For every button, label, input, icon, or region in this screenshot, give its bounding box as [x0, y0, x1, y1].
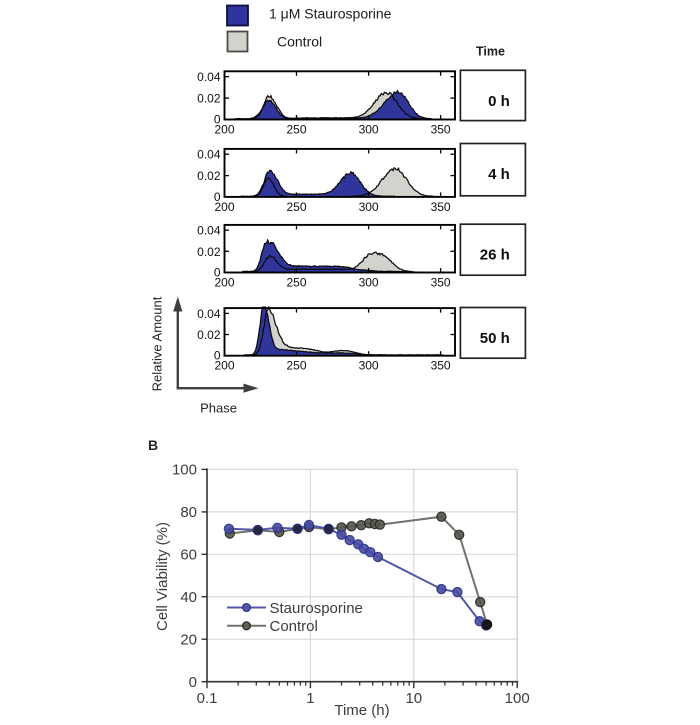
svg-text:0 h: 0 h [488, 93, 510, 110]
svg-text:350: 350 [431, 200, 451, 214]
svg-text:250: 250 [286, 200, 306, 214]
svg-text:0.04: 0.04 [197, 70, 221, 84]
svg-text:Time: Time [476, 45, 505, 59]
svg-text:60: 60 [180, 547, 197, 564]
svg-text:0: 0 [189, 674, 197, 691]
svg-text:0.1: 0.1 [197, 690, 218, 707]
svg-text:Time (h): Time (h) [334, 702, 389, 719]
svg-text:Phase: Phase [200, 401, 237, 416]
svg-text:4 h: 4 h [488, 166, 510, 183]
svg-text:300: 300 [359, 123, 379, 137]
svg-text:0: 0 [214, 113, 221, 127]
svg-text:300: 300 [359, 276, 379, 290]
svg-text:200: 200 [214, 200, 234, 214]
svg-text:250: 250 [286, 123, 306, 137]
svg-text:0.02: 0.02 [197, 328, 221, 342]
svg-text:250: 250 [286, 359, 306, 373]
svg-text:40: 40 [180, 589, 197, 606]
svg-text:0: 0 [214, 190, 221, 204]
svg-text:0.02: 0.02 [197, 169, 221, 183]
svg-text:10: 10 [405, 690, 422, 707]
svg-text:0.04: 0.04 [197, 224, 221, 238]
svg-text:200: 200 [214, 123, 234, 137]
svg-text:0.04: 0.04 [197, 148, 221, 162]
svg-text:Control: Control [277, 34, 322, 50]
svg-text:0: 0 [214, 266, 221, 280]
svg-text:0: 0 [214, 349, 221, 363]
svg-text:Control: Control [270, 618, 318, 635]
svg-text:200: 200 [214, 359, 234, 373]
svg-text:26 h: 26 h [480, 247, 510, 264]
svg-text:Staurosporine: Staurosporine [270, 600, 363, 617]
svg-text:300: 300 [359, 359, 379, 373]
svg-text:B: B [148, 437, 158, 453]
svg-text:100: 100 [505, 690, 530, 707]
svg-text:100: 100 [172, 462, 197, 479]
svg-text:350: 350 [431, 276, 451, 290]
svg-text:Cell Viability (%): Cell Viability (%) [154, 522, 171, 631]
svg-text:350: 350 [431, 359, 451, 373]
svg-text:Relative Amount: Relative Amount [150, 296, 165, 391]
svg-text:50 h: 50 h [480, 330, 510, 347]
svg-text:80: 80 [180, 504, 197, 521]
svg-text:250: 250 [286, 276, 306, 290]
svg-text:0.04: 0.04 [197, 307, 221, 321]
svg-text:300: 300 [359, 200, 379, 214]
svg-text:20: 20 [180, 632, 197, 649]
svg-text:1 μM Staurosporine: 1 μM Staurosporine [269, 5, 392, 21]
svg-text:0.02: 0.02 [197, 245, 221, 259]
svg-text:0.02: 0.02 [197, 92, 221, 106]
svg-text:350: 350 [431, 123, 451, 137]
svg-text:200: 200 [214, 276, 234, 290]
svg-text:1: 1 [306, 690, 314, 707]
